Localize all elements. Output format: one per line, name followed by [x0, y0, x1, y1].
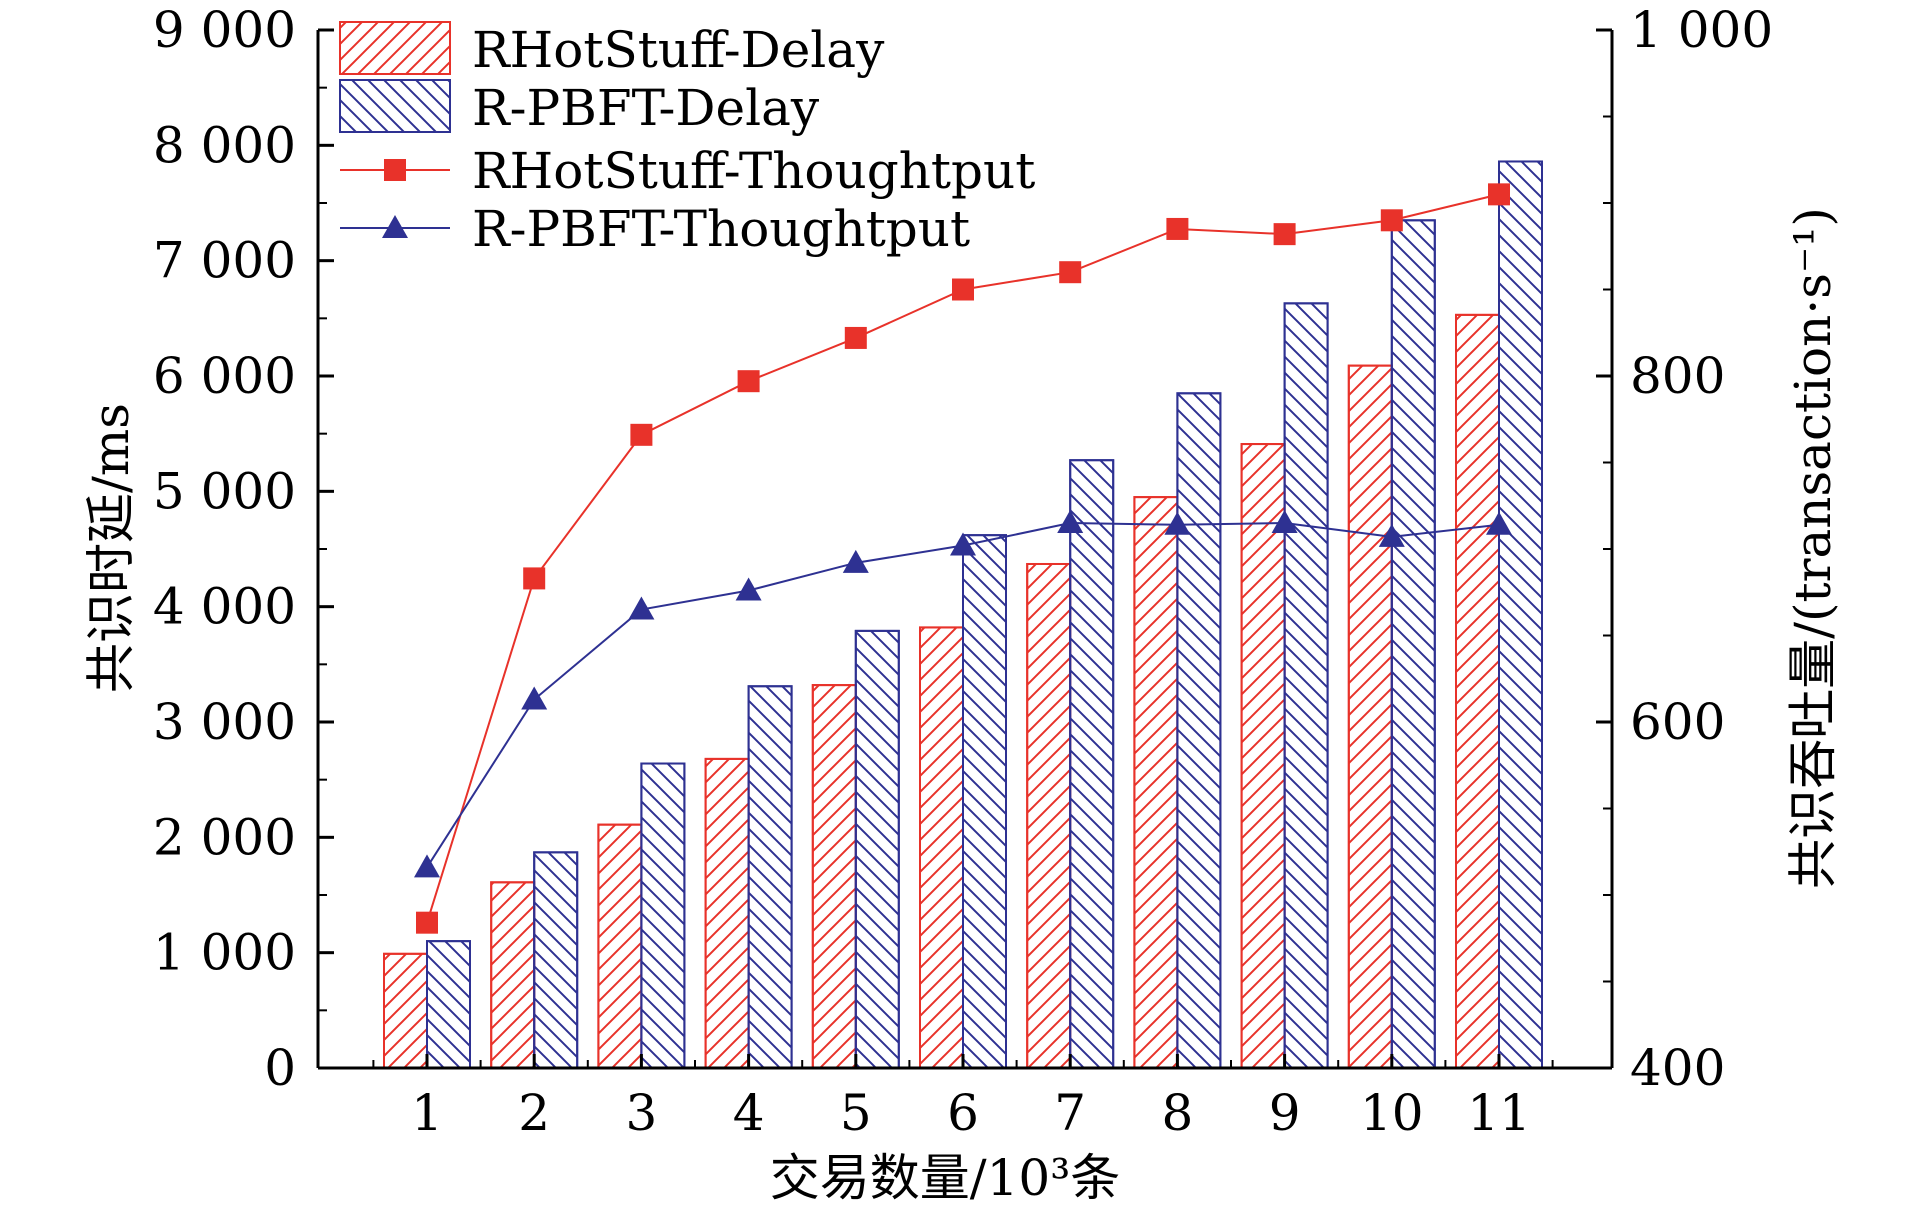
- bar-rpbft-delay-11: [1498, 160, 1543, 1070]
- right-tick-label-800: 800: [1630, 347, 1725, 405]
- point-rhotstuff-throughput-7: [1059, 261, 1082, 284]
- bar-rhotstuff-delay-8: [1133, 496, 1179, 1070]
- point-rpbft-throughput-3: [628, 596, 655, 620]
- point-rhotstuff-throughput-9: [1273, 223, 1296, 246]
- right-tick-label-600: 600: [1630, 693, 1725, 751]
- x-tick-label-8: 8: [1161, 1084, 1193, 1142]
- bar-rpbft-delay-10: [1390, 219, 1436, 1070]
- point-rpbft-throughput-1: [414, 854, 440, 878]
- left-axis-title: 共识时延/ms: [82, 403, 140, 693]
- point-rpbft-throughput-2: [521, 686, 548, 710]
- x-tick-label-10: 10: [1360, 1084, 1424, 1142]
- bar-rpbft-delay-1: [426, 940, 471, 1070]
- x-tick-label-4: 4: [733, 1084, 765, 1142]
- point-rhotstuff-throughput-6: [952, 278, 974, 301]
- left-tick-label-6000: 6 000: [153, 347, 296, 405]
- x-tick-label-1: 1: [411, 1084, 443, 1142]
- left-tick-label-0: 0: [264, 1039, 296, 1097]
- x-tick-label-2: 2: [518, 1084, 550, 1142]
- legend-rhotstuff-delay-swatch: [339, 21, 451, 75]
- bar-rpbft-delay-3: [640, 762, 686, 1070]
- point-rpbft-throughput-4: [735, 577, 762, 601]
- bar-rpbft-delay-4: [747, 685, 793, 1069]
- legend-rhotstuff-delay-label: RHotStuff-Delay: [472, 21, 885, 79]
- point-rhotstuff-throughput-8: [1166, 217, 1189, 240]
- point-rhotstuff-throughput-4: [737, 370, 760, 393]
- left-tick-label-4000: 4 000: [153, 578, 296, 636]
- x-tick-label-9: 9: [1269, 1084, 1301, 1142]
- x-tick-label-11: 11: [1467, 1084, 1531, 1142]
- bar-rpbft-delay-6: [962, 534, 1007, 1069]
- x-axis-title: 交易数量/10³条: [770, 1149, 1121, 1205]
- legend-rhotstuff-throughput-label: RHotStuff-Thoughtput: [472, 142, 1035, 200]
- bar-rpbft-delay-5: [854, 629, 900, 1069]
- bar-rhotstuff-delay-2: [490, 881, 536, 1070]
- x-tick-label-6: 6: [947, 1084, 979, 1142]
- left-tick-label-8000: 8 000: [153, 116, 296, 174]
- bar-rhotstuff-delay-3: [597, 823, 643, 1069]
- point-rpbft-throughput-9: [1271, 510, 1298, 534]
- x-tick-label-3: 3: [625, 1084, 657, 1142]
- bar-rhotstuff-delay-1: [383, 952, 428, 1070]
- legend-rpbft-delay-label: R-PBFT-Delay: [472, 79, 820, 137]
- bar-rhotstuff-delay-10: [1347, 364, 1393, 1069]
- x-tick-label-5: 5: [840, 1084, 872, 1142]
- bar-rhotstuff-delay-5: [811, 684, 857, 1069]
- left-tick-label-7000: 7 000: [153, 232, 296, 290]
- bar-rhotstuff-delay-9: [1240, 443, 1286, 1069]
- point-rpbft-throughput-8: [1164, 511, 1191, 535]
- bar-rpbft-delay-2: [533, 851, 579, 1069]
- point-rhotstuff-throughput-3: [630, 423, 653, 446]
- left-tick-label-3000: 3 000: [153, 693, 296, 751]
- point-rpbft-throughput-7: [1057, 510, 1084, 534]
- left-tick-label-5000: 5 000: [153, 462, 296, 520]
- point-rhotstuff-throughput-2: [523, 567, 546, 590]
- point-rhotstuff-throughput-11: [1488, 183, 1510, 206]
- right-axis-title: 共识吞吐量/(transaction·s⁻¹): [1784, 207, 1842, 889]
- point-rhotstuff-throughput-5: [844, 326, 867, 349]
- legend-rpbft-throughput-label: R-PBFT-Thoughtput: [472, 200, 970, 258]
- point-rpbft-throughput-11: [1486, 511, 1512, 535]
- bar-rhotstuff-delay-6: [919, 626, 964, 1070]
- legend-rpbft-delay-swatch: [339, 79, 451, 133]
- point-rpbft-throughput-5: [842, 549, 869, 573]
- point-rhotstuff-throughput-10: [1380, 209, 1403, 232]
- left-tick-label-1000: 1 000: [153, 924, 296, 982]
- bar-rpbft-delay-7: [1069, 459, 1115, 1069]
- legend-rpbft-throughput-marker: [382, 215, 408, 238]
- point-rpbft-throughput-10: [1378, 523, 1405, 547]
- bar-rpbft-delay-9: [1283, 302, 1329, 1069]
- bar-rhotstuff-delay-7: [1026, 562, 1072, 1069]
- left-tick-label-2000: 2 000: [153, 808, 296, 866]
- bar-rhotstuff-delay-11: [1455, 313, 1500, 1069]
- bar-rhotstuff-delay-4: [704, 757, 750, 1069]
- right-tick-label-1000: 1 000: [1630, 1, 1773, 59]
- legend-rhotstuff-throughput-marker: [384, 159, 406, 181]
- bar-rpbft-delay-8: [1176, 392, 1222, 1069]
- point-rpbft-throughput-6: [950, 532, 976, 556]
- x-tick-label-7: 7: [1054, 1084, 1086, 1142]
- point-rhotstuff-throughput-1: [416, 911, 438, 934]
- right-tick-label-400: 400: [1630, 1039, 1725, 1097]
- left-tick-label-9000: 9 000: [153, 1, 296, 59]
